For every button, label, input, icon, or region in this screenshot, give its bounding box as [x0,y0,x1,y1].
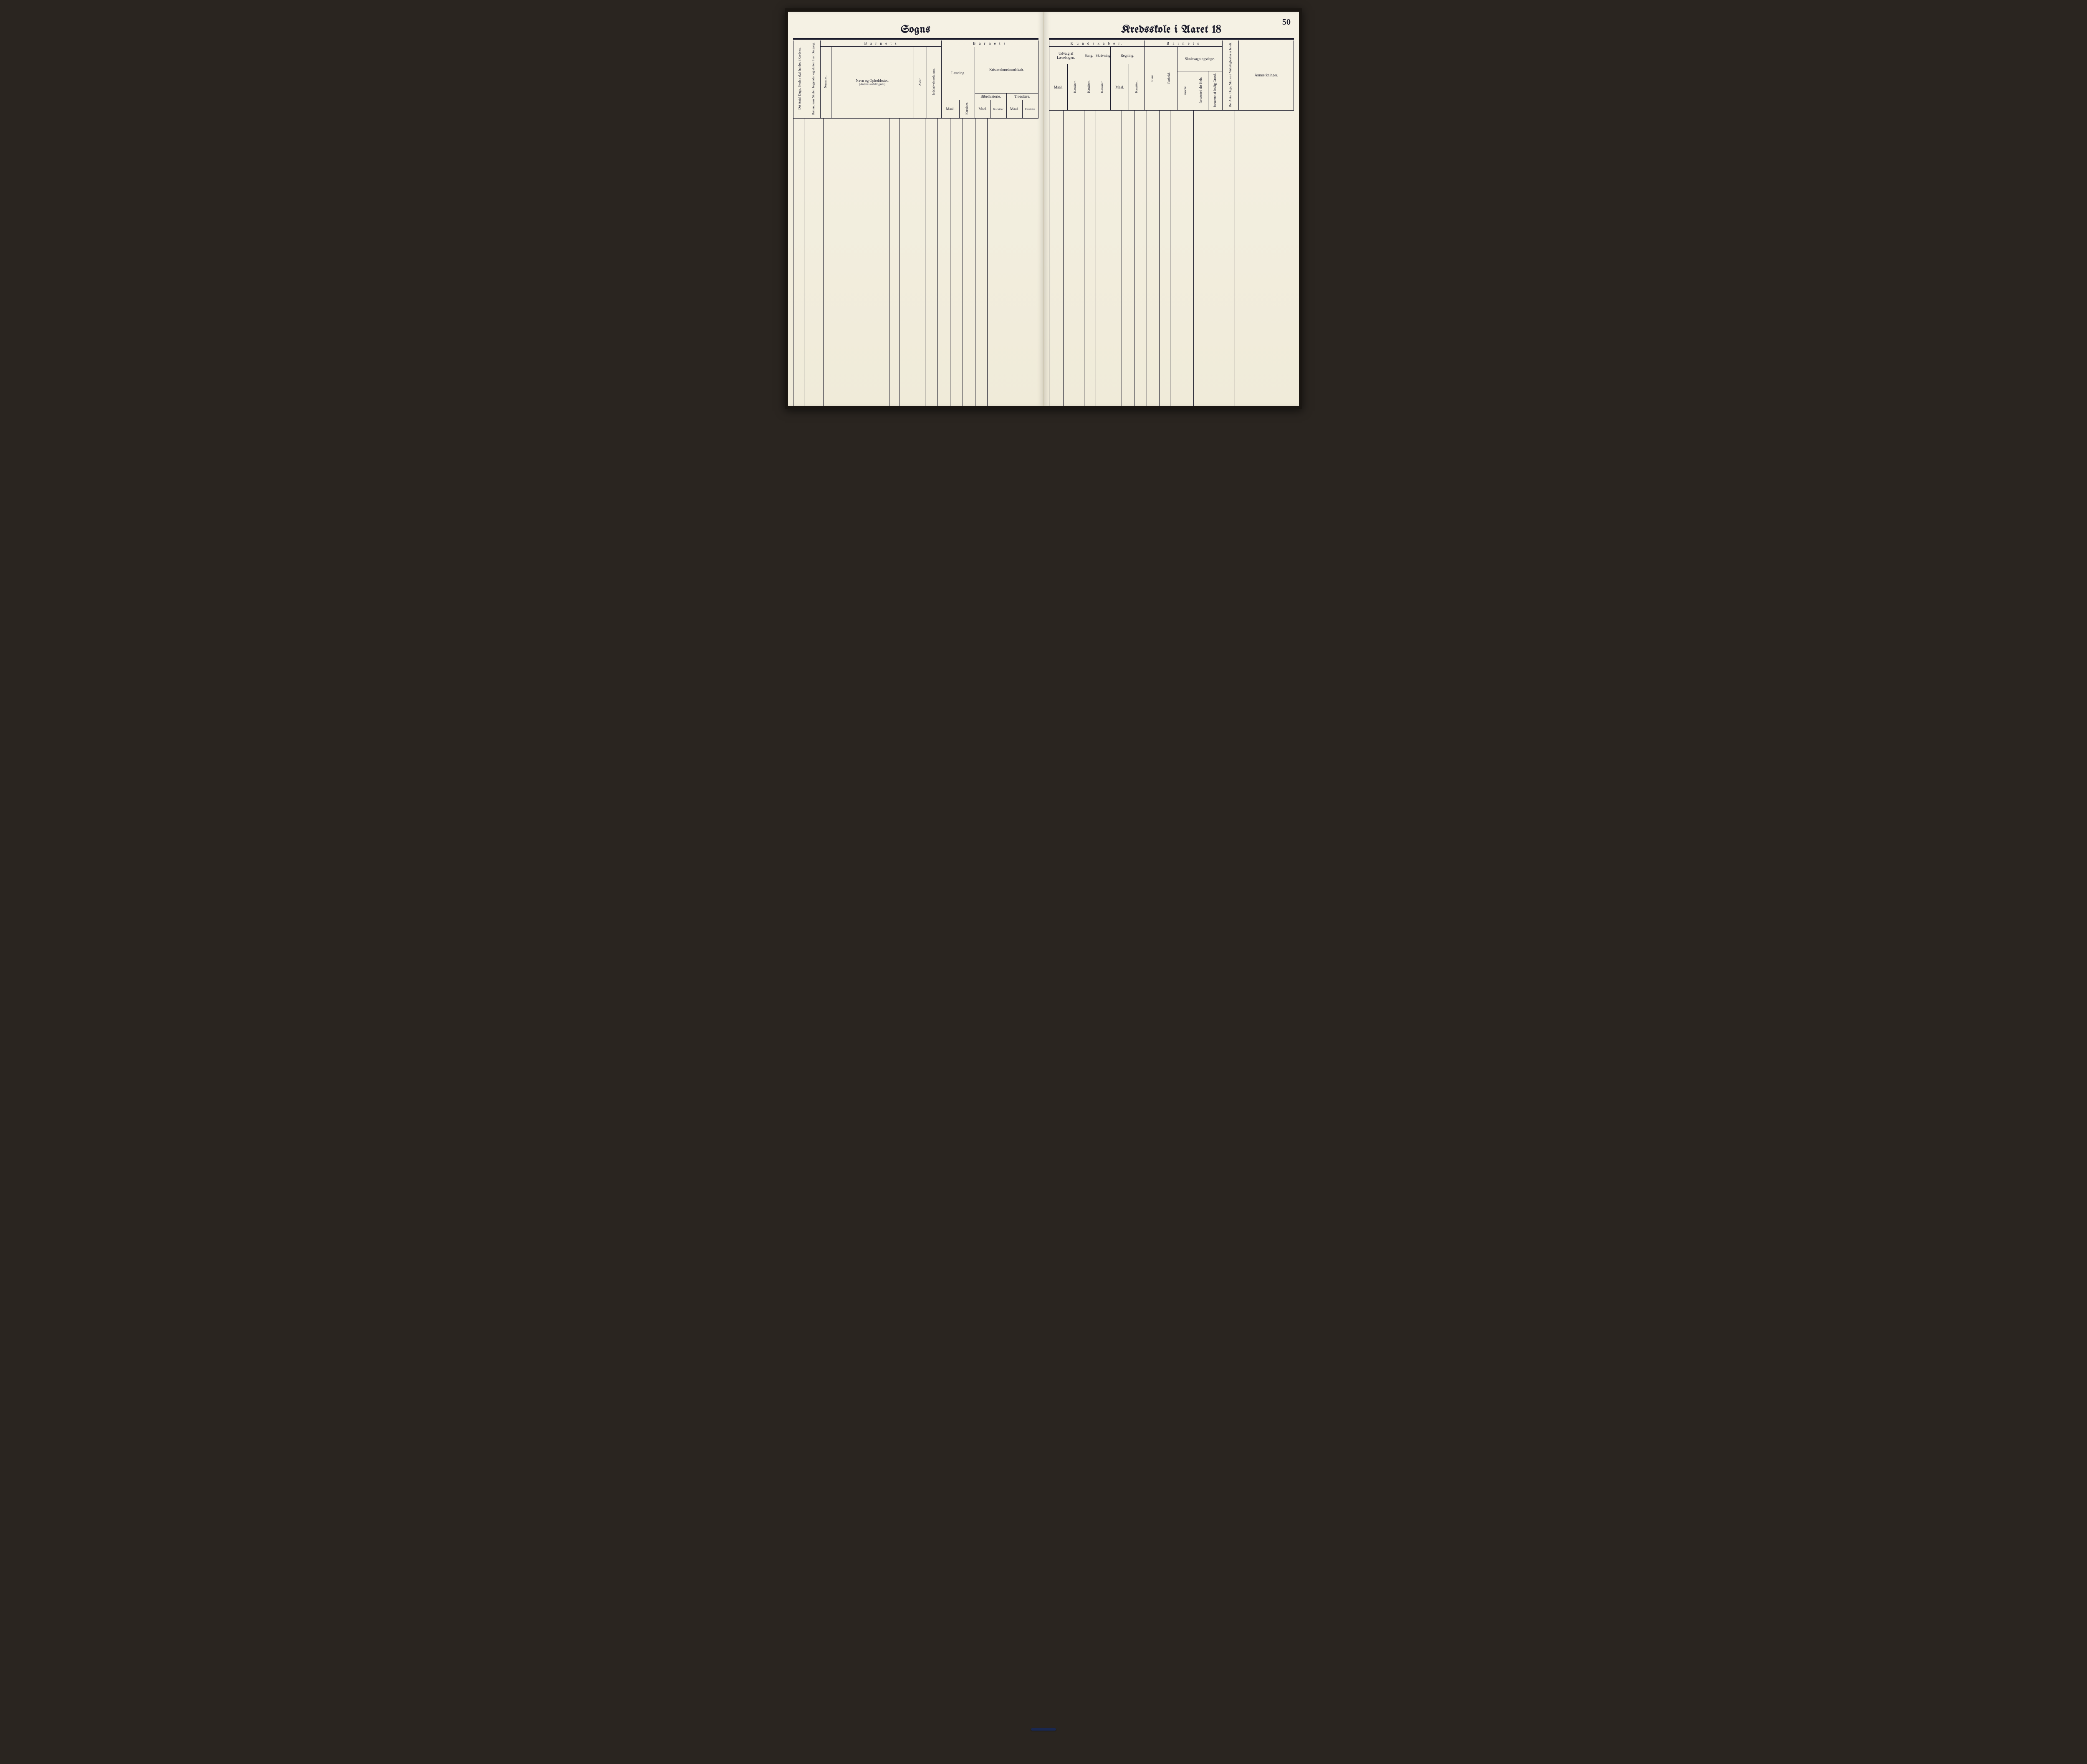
col-kar-skriv: Karakter. [1095,64,1110,110]
rule [793,38,1038,40]
col-alder: Alder. [914,47,927,118]
body-col [937,119,950,406]
col-laesning: Læsning. [941,47,975,100]
body-col [1181,111,1193,406]
body-col [950,119,963,406]
body-col [1075,111,1084,406]
group-barnets-left: B a r n e t s [821,40,941,47]
body-col [1170,111,1181,406]
body-col [1134,111,1147,406]
body-col [975,119,988,406]
col-modte: mødte. [1177,71,1194,110]
page-number: 50 [1282,18,1291,27]
body-col [1122,111,1134,406]
col-evne: Evne. [1145,47,1161,110]
body-col [815,119,823,406]
col-indskriv: Indskrivelsesdatum. [927,47,941,118]
col-datum: Datum, naar Skolen begynder og slutter h… [807,40,821,118]
body-col [1049,111,1063,406]
navn-sub: (Anføres afdelingsvis). [832,83,914,86]
body-col [925,119,937,406]
col-kar-1: Karakter. [959,100,975,118]
group-kundskaber: K u n d s k a b e r. [1049,40,1145,47]
body-col [1147,111,1159,406]
col-sang: Sang. [1083,47,1095,64]
left-page: Sogns Det Antal Dage, Skolen skal holdes… [788,12,1044,406]
body-col [1159,111,1170,406]
col-kar-reg: Karakter. [1129,64,1145,110]
col-kar-3: Karakter. [1022,100,1038,118]
right-page: 50 Kredsskole i Aaret 18 K u n d s k a b… [1044,12,1299,406]
col-kar-u: Karakter. [1068,64,1083,110]
col-navn: Navn og Opholdssted. (Anføres afdelingsv… [831,47,914,118]
col-kristendom: Kristendomskundskab. [975,47,1038,94]
col-kar-2: Karakter. [991,100,1007,118]
col-fors-lov: forsømte af lovlig Grund. [1208,71,1222,110]
navn-label: Navn og Opholdssted. [832,78,914,83]
col-troes: Troeslære. [1006,93,1038,100]
col-maal-reg: Maal. [1110,64,1129,110]
left-body-grid [793,118,1038,406]
body-col [911,119,925,406]
col-skriv: Skrivning. [1095,47,1110,64]
col-maal-2: Maal. [975,100,991,118]
group-barnets-right: B a r n e t s [1145,40,1223,47]
right-header-table: K u n d s k a b e r. B a r n e t s Det A… [1049,40,1294,110]
col-maal-u: Maal. [1049,64,1068,110]
group-barnets-left2: B a r n e t s [941,40,1038,47]
rule [1049,38,1294,40]
right-heading: Kredsskole i Aaret 18 [1049,24,1294,35]
body-col [899,119,911,406]
body-col [1084,111,1096,406]
ledger-book: Sogns Det Antal Dage, Skolen skal holdes… [785,8,1302,409]
col-anm: Anmærkninger. [1239,40,1294,110]
col-antal-virk: Det Antal Dage, Skolen i Virkeligheden e… [1223,40,1239,110]
col-antal-dage: Det Antal Dage, Skolen skal holdes i Kre… [793,40,807,118]
body-col [1110,111,1122,406]
col-nummer: Nummer. [821,47,831,118]
binding-thread [1031,1728,1056,1731]
col-skolesog: Skolesøgningsdage. [1177,47,1223,71]
col-maal-3: Maal. [1006,100,1022,118]
col-forhold: Forhold. [1161,47,1177,110]
body-col [963,119,975,406]
body-col [804,119,815,406]
col-udvalg: Udvalg af Læsebogen. [1049,47,1083,64]
left-header-table: Det Antal Dage, Skolen skal holdes i Kre… [793,40,1038,118]
body-col [1063,111,1075,406]
body-col [1193,111,1235,406]
right-body-grid [1049,110,1294,406]
col-regning: Regning. [1110,47,1145,64]
col-kar-sang: Karakter. [1083,64,1095,110]
col-bibel: Bibelhistorie. [975,93,1007,100]
left-heading: Sogns [793,24,1038,35]
body-col [889,119,899,406]
body-col [793,119,804,406]
col-fors-hele: forsømte i det Hele. [1194,71,1208,110]
col-maal-1: Maal. [941,100,959,118]
body-col [823,119,889,406]
body-col [1096,111,1110,406]
